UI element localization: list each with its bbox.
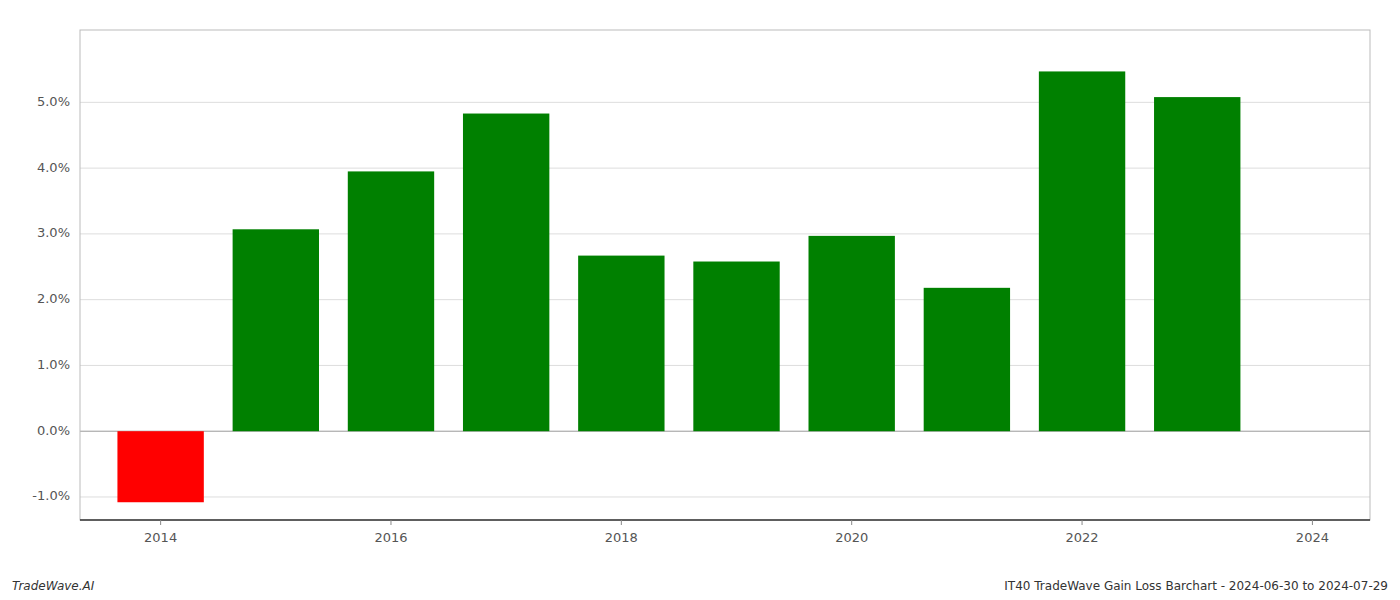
- bar: [693, 262, 779, 432]
- footer-left: TradeWave.AI: [12, 579, 95, 593]
- y-tick-label: 1.0%: [37, 357, 70, 372]
- bar: [233, 229, 319, 431]
- x-tick-label: 2020: [835, 530, 868, 545]
- background: [0, 0, 1400, 600]
- bar: [463, 114, 549, 432]
- x-tick-label: 2022: [1066, 530, 1099, 545]
- y-tick-label: 4.0%: [37, 160, 70, 175]
- bar: [117, 431, 203, 502]
- y-tick-label: 2.0%: [37, 291, 70, 306]
- bar: [924, 288, 1010, 431]
- x-axis-line: [80, 519, 1370, 521]
- y-tick-label: 3.0%: [37, 225, 70, 240]
- x-tick: [1312, 520, 1313, 525]
- x-tick-label: 2018: [605, 530, 638, 545]
- bar: [809, 236, 895, 431]
- plot-frame: [80, 30, 1370, 520]
- x-tick: [390, 520, 391, 525]
- x-tick: [621, 520, 622, 525]
- y-tick-label: 0.0%: [37, 423, 70, 438]
- bar: [1154, 97, 1240, 431]
- x-tick-label: 2024: [1296, 530, 1329, 545]
- x-tick-label: 2014: [144, 530, 177, 545]
- bar: [348, 171, 434, 431]
- bar: [1039, 71, 1125, 431]
- x-tick: [851, 520, 852, 525]
- x-tick: [1082, 520, 1083, 525]
- bar: [578, 256, 664, 432]
- bars: [117, 71, 1240, 502]
- chart: -1.0% 0.0% 1.0% 2.0% 3.0% 4.0% 5.0% 2014 2016 201…: [0, 0, 1400, 600]
- x-tick: [160, 520, 161, 525]
- grid-line: [80, 496, 1370, 497]
- y-tick-label: 5.0%: [37, 94, 70, 109]
- y-tick-label: -1.0%: [32, 488, 70, 503]
- footer-right: IT40 TradeWave Gain Loss Barchart - 2024…: [1004, 579, 1388, 593]
- x-tick-label: 2016: [374, 530, 407, 545]
